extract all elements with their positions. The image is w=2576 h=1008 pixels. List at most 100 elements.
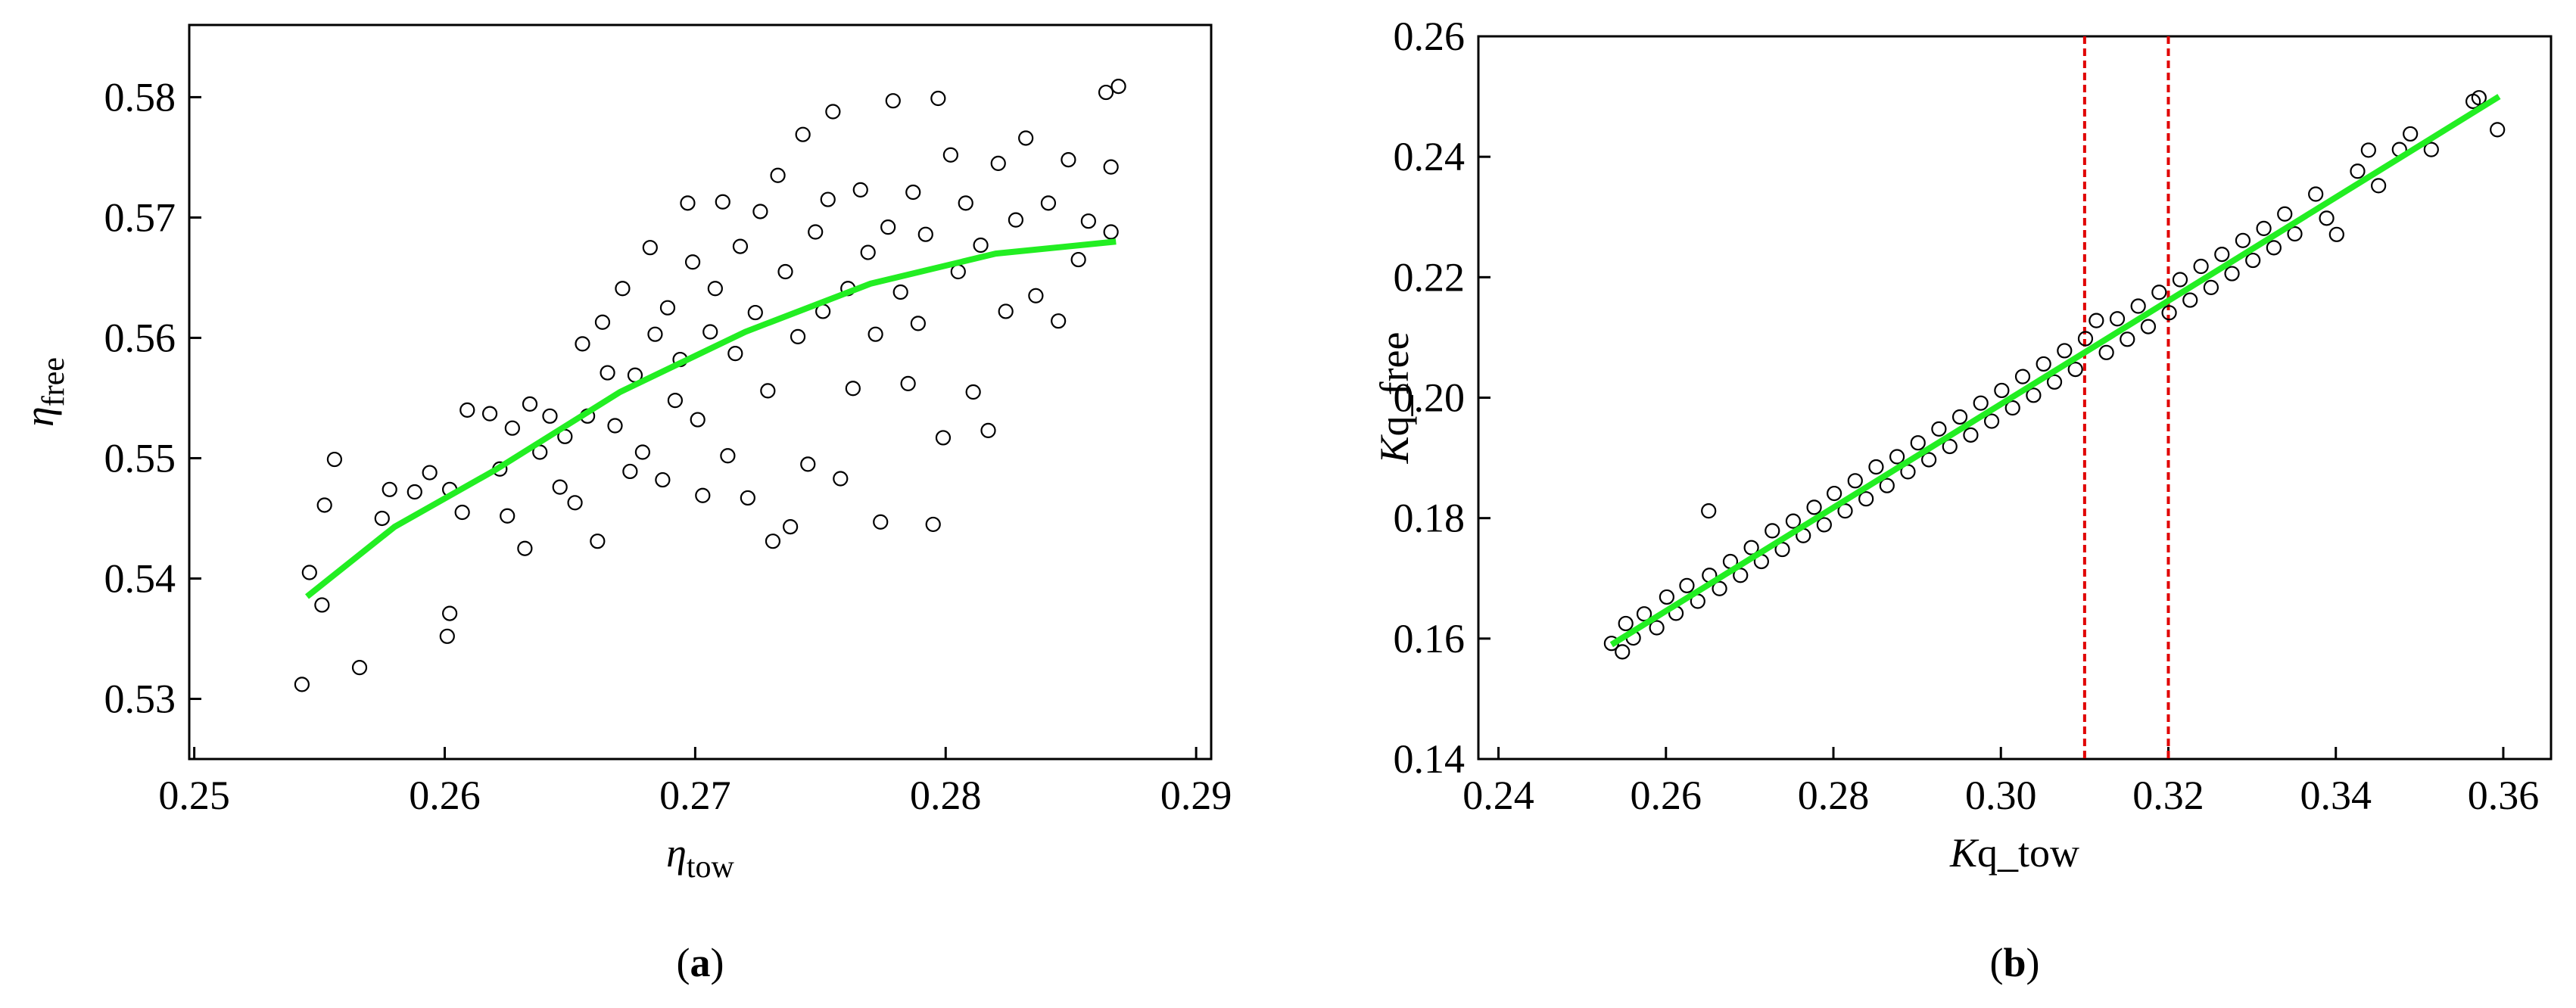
data-point [2004, 400, 2020, 416]
data-point [2140, 319, 2157, 334]
data-point [2109, 311, 2126, 327]
data-point [2266, 240, 2282, 256]
y-tick-label: 0.26 [1394, 14, 1466, 59]
data-point [575, 336, 590, 352]
data-point [1636, 606, 1652, 622]
data-point [1051, 313, 1067, 329]
x-tick-label: 0.28 [1798, 773, 1870, 818]
data-point [552, 479, 568, 495]
x-tick-label: 0.26 [409, 773, 481, 818]
data-point [917, 226, 933, 242]
data-point [2182, 292, 2198, 308]
x-tick-label: 0.36 [2468, 773, 2540, 818]
data-point [542, 408, 558, 424]
data-point [2423, 142, 2439, 157]
data-point [590, 534, 606, 549]
data-point [1098, 84, 1114, 101]
data-point [1889, 449, 1905, 465]
panel-caption: (b) [1989, 940, 2039, 985]
data-point [760, 383, 776, 399]
data-point [642, 240, 658, 256]
data-point [2224, 266, 2240, 282]
x-tick-label: 0.27 [659, 773, 731, 818]
data-point [1931, 421, 1947, 437]
axis-label: Kq_tow [1949, 830, 2079, 876]
data-point [1837, 503, 1853, 519]
data-point [326, 451, 343, 468]
data-point [873, 514, 889, 530]
data-point [2077, 331, 2094, 347]
x-tick-label: 0.34 [2300, 773, 2372, 818]
data-point [351, 660, 368, 676]
axis-label-text: q_free [1372, 332, 1417, 437]
data-point [2193, 258, 2209, 275]
data-point [2490, 122, 2506, 138]
axis-label-symbol: K [1372, 434, 1417, 464]
data-point [2277, 206, 2293, 222]
data-point [910, 316, 926, 331]
data-point [690, 412, 706, 428]
data-point [442, 605, 458, 621]
data-point [990, 155, 1006, 171]
data-point [422, 465, 438, 481]
axis-label-subscript: tow [687, 850, 735, 885]
x-tick-label: 0.28 [910, 773, 982, 818]
data-point [600, 365, 615, 381]
data-point [2308, 186, 2324, 202]
data-point [1973, 395, 1989, 411]
data-point [2172, 272, 2188, 288]
data-point [1008, 212, 1024, 228]
data-point [667, 393, 684, 409]
y-tick-label: 0.18 [1394, 496, 1466, 541]
data-point [382, 481, 397, 497]
data-point [980, 422, 996, 438]
axis-label-symbol: η [17, 406, 62, 427]
x-tick-label: 0.26 [1631, 773, 1702, 818]
data-point [1018, 130, 1034, 146]
data-point [795, 126, 811, 142]
y-tick-label: 0.58 [104, 74, 176, 120]
data-point [1765, 523, 1780, 539]
data-point [825, 104, 841, 120]
data-point [301, 565, 317, 580]
data-point [1070, 251, 1086, 268]
data-point [935, 430, 952, 446]
panel-caption: (a) [677, 940, 724, 985]
data-point [2360, 142, 2376, 158]
data-point [777, 263, 793, 280]
data-point [655, 471, 671, 488]
data-point [2245, 252, 2261, 269]
data-point [517, 540, 533, 556]
data-point [684, 254, 701, 270]
x-tick-label: 0.25 [158, 773, 230, 818]
data-point [1103, 224, 1119, 240]
axis-label: ηfree [17, 357, 71, 427]
data-point [680, 195, 696, 211]
data-point [2319, 210, 2335, 226]
data-point [2151, 285, 2167, 300]
data-point [481, 406, 498, 422]
x-tick-label: 0.29 [1160, 773, 1232, 818]
fit-line [305, 238, 1117, 599]
y-tick-label: 0.20 [1394, 375, 1466, 421]
data-point [747, 304, 763, 321]
data-point [1615, 644, 1631, 660]
data-point [647, 326, 663, 342]
data-point [1868, 459, 1884, 475]
data-point [500, 508, 516, 524]
data-point [892, 284, 908, 300]
data-point [1963, 427, 1979, 443]
data-point [973, 237, 989, 254]
y-tick-label: 0.16 [1394, 616, 1466, 661]
data-point [905, 184, 921, 201]
y-tick-label: 0.57 [104, 194, 176, 240]
data-point [2371, 178, 2387, 194]
plot-frame [188, 23, 1213, 761]
data-point [2046, 374, 2063, 390]
data-point [790, 328, 806, 344]
y-tick-label: 0.53 [104, 676, 176, 721]
caption-part: b [2003, 940, 2026, 985]
data-point [1080, 213, 1096, 229]
data-point [1983, 413, 2000, 429]
y-tick-label: 0.22 [1394, 254, 1466, 300]
